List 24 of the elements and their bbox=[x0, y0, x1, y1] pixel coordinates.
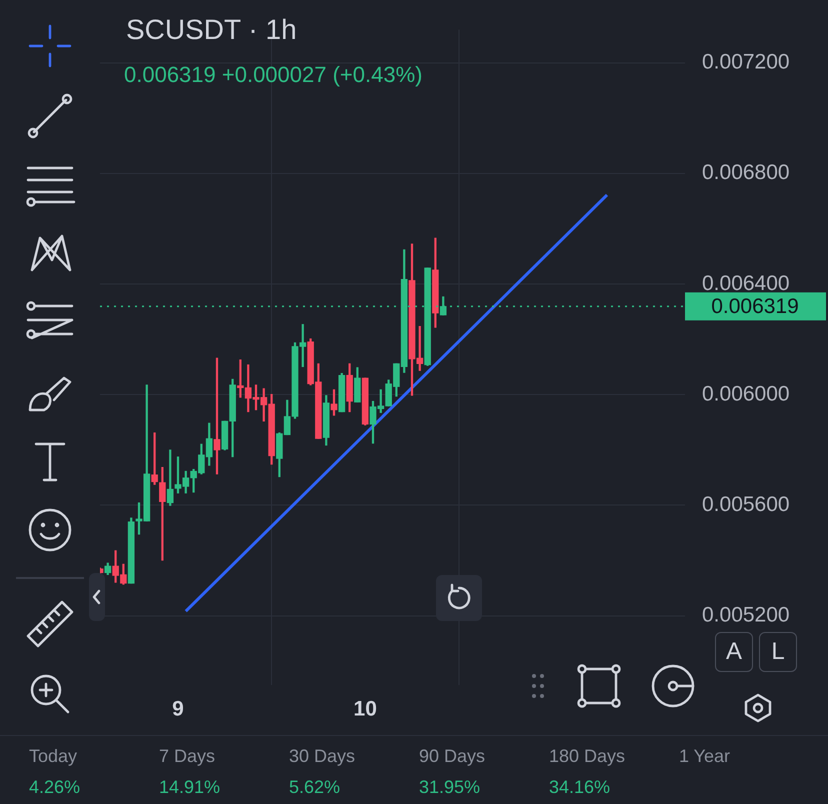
y-tick-label: 0.007200 bbox=[702, 50, 790, 74]
chart-title: SCUSDT · 1h bbox=[126, 14, 297, 46]
x-tick-label: 10 bbox=[354, 697, 377, 720]
y-tick-label: 0.006800 bbox=[702, 161, 790, 184]
y-tick-label: 0.006000 bbox=[702, 382, 790, 406]
text: Today bbox=[29, 746, 78, 768]
text: 31.95% bbox=[419, 777, 482, 799]
text: L bbox=[759, 632, 797, 672]
text: 14.91% bbox=[159, 777, 222, 799]
text: 5.62% bbox=[289, 777, 342, 799]
text: 7 Days bbox=[159, 746, 216, 768]
text: 180 Days bbox=[549, 746, 626, 768]
y-tick-label: 0.005200 bbox=[702, 604, 790, 627]
text: A bbox=[715, 632, 753, 672]
text: 30 Days bbox=[289, 746, 356, 768]
y-tick-label: 0.006400 bbox=[702, 272, 790, 295]
x-tick-label: 9 bbox=[172, 697, 184, 720]
text: 0.006319 +0.000027 (+0.43%) bbox=[124, 62, 422, 88]
text: 34.16% bbox=[549, 777, 612, 799]
y-tick-label: 0.005600 bbox=[702, 493, 790, 516]
text: 1 Year bbox=[679, 746, 732, 768]
text: 4.26% bbox=[29, 777, 82, 799]
text: 90 Days bbox=[419, 746, 486, 768]
ref-line-label: 0.006319 bbox=[711, 295, 799, 318]
